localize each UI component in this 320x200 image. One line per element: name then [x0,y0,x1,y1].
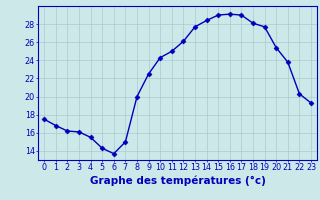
X-axis label: Graphe des températures (°c): Graphe des températures (°c) [90,175,266,186]
